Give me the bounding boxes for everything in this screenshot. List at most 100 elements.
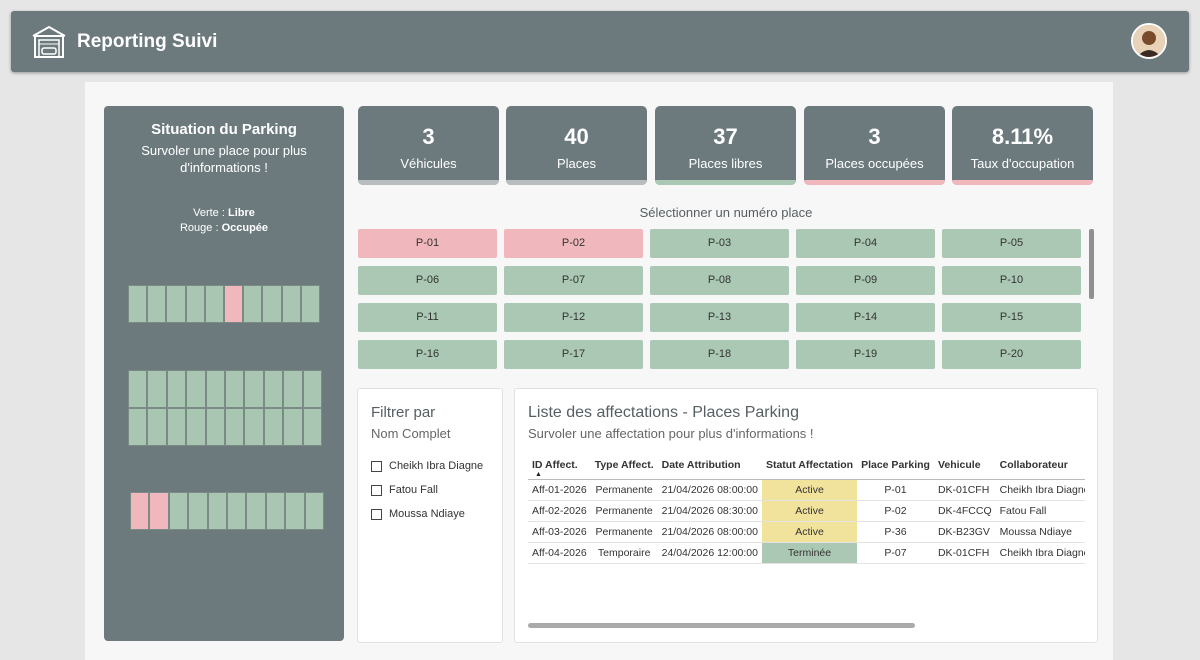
place-button[interactable]: P-17 xyxy=(504,340,643,369)
kpi-label: Taux d'occupation xyxy=(970,156,1075,171)
table-cell: 21/04/2026 08:00:00 xyxy=(657,521,762,543)
place-button[interactable]: P-18 xyxy=(650,340,789,369)
parking-slot[interactable] xyxy=(128,408,148,446)
parking-slot[interactable] xyxy=(166,370,187,408)
user-avatar[interactable] xyxy=(1131,23,1167,59)
parking-slot[interactable] xyxy=(246,492,266,530)
parking-slot[interactable] xyxy=(166,408,187,446)
column-header[interactable]: Place Parking xyxy=(857,455,934,480)
column-header[interactable]: Date Attribution xyxy=(657,455,762,480)
parking-slot[interactable] xyxy=(244,370,264,408)
table-cell: DK-01CFH xyxy=(933,479,996,501)
place-button[interactable]: P-16 xyxy=(358,340,497,369)
table-row[interactable]: Aff-04-2026 Temporaire 24/04/2026 12:00:00… xyxy=(528,542,1085,564)
place-button[interactable]: P-14 xyxy=(796,303,935,332)
table-cell: Active xyxy=(761,479,858,501)
assignments-title: Liste des affectations - Places Parking xyxy=(528,404,799,421)
parking-slot[interactable] xyxy=(226,492,247,530)
place-selector-scrollbar[interactable] xyxy=(1089,229,1094,299)
place-button[interactable]: P-08 xyxy=(650,266,789,295)
parking-slot[interactable] xyxy=(186,370,206,408)
place-button[interactable]: P-20 xyxy=(942,340,1081,369)
kpi-card: 8.11% Taux d'occupation xyxy=(952,106,1093,185)
place-button[interactable]: P-07 xyxy=(504,266,643,295)
parking-map-row xyxy=(128,408,322,446)
parking-slot[interactable] xyxy=(244,408,264,446)
table-horizontal-scrollbar[interactable] xyxy=(528,623,915,628)
parking-slot[interactable] xyxy=(204,285,224,323)
kpi-label: Places xyxy=(556,156,597,171)
place-button[interactable]: P-01 xyxy=(358,229,497,258)
checkbox[interactable] xyxy=(371,508,382,520)
place-button[interactable]: P-09 xyxy=(796,266,935,295)
filter-option[interactable]: Moussa Ndiaye xyxy=(371,508,465,520)
parking-slot[interactable] xyxy=(186,408,206,446)
place-button[interactable]: P-10 xyxy=(942,266,1081,295)
parking-slot[interactable] xyxy=(168,492,189,530)
parking-slot[interactable] xyxy=(188,492,208,530)
parking-slot[interactable] xyxy=(147,408,167,446)
checkbox[interactable] xyxy=(371,460,382,472)
checkbox[interactable] xyxy=(371,484,382,496)
parking-slot[interactable] xyxy=(130,492,150,530)
parking-slot[interactable] xyxy=(283,408,303,446)
place-button[interactable]: P-15 xyxy=(942,303,1081,332)
parking-slot[interactable] xyxy=(128,285,148,323)
parking-slot[interactable] xyxy=(265,492,286,530)
parking-slot[interactable] xyxy=(224,408,245,446)
place-button[interactable]: P-11 xyxy=(358,303,497,332)
place-button[interactable]: P-13 xyxy=(650,303,789,332)
parking-slot[interactable] xyxy=(205,408,225,446)
sort-ascending-icon[interactable]: ▲ xyxy=(535,471,542,478)
place-button[interactable]: P-19 xyxy=(796,340,935,369)
parking-map-row xyxy=(128,370,322,408)
column-header[interactable]: Collaborateur xyxy=(995,455,1085,480)
parking-slot[interactable] xyxy=(304,492,324,530)
column-header[interactable]: Vehicule xyxy=(933,455,996,480)
column-header[interactable]: Type Affect. xyxy=(590,455,658,480)
table-row[interactable]: Aff-01-2026 Permanente 21/04/2026 08:00:00… xyxy=(528,479,1085,501)
parking-slot[interactable] xyxy=(262,285,282,323)
filter-panel: Filtrer par Nom Complet Cheikh Ibra Diag… xyxy=(357,388,503,643)
parking-slot[interactable] xyxy=(263,370,284,408)
filter-option[interactable]: Cheikh Ibra Diagne xyxy=(371,460,483,472)
place-button[interactable]: P-02 xyxy=(504,229,643,258)
table-cell: Permanente xyxy=(590,521,658,543)
parking-slot[interactable] xyxy=(302,408,322,446)
parking-slot[interactable] xyxy=(166,285,186,323)
place-button[interactable]: P-04 xyxy=(796,229,935,258)
parking-slot[interactable] xyxy=(207,492,227,530)
parking-slot[interactable] xyxy=(223,285,244,323)
parking-slot[interactable] xyxy=(147,285,167,323)
place-button[interactable]: P-06 xyxy=(358,266,497,295)
parking-slot[interactable] xyxy=(205,370,225,408)
parking-situation-panel: Situation du Parking Survoler une place … xyxy=(104,106,344,641)
parking-slot[interactable] xyxy=(147,370,167,408)
parking-slot[interactable] xyxy=(285,492,305,530)
column-header[interactable]: Statut Affectation xyxy=(761,455,858,480)
legend-green-label: Verte : xyxy=(193,207,228,219)
parking-slot[interactable] xyxy=(243,285,263,323)
parking-map-row xyxy=(128,285,320,323)
table-cell: P-01 xyxy=(857,479,934,501)
parking-slot[interactable] xyxy=(300,285,320,323)
parking-slot[interactable] xyxy=(302,370,322,408)
parking-slot[interactable] xyxy=(185,285,205,323)
place-button[interactable]: P-12 xyxy=(504,303,643,332)
place-button[interactable]: P-05 xyxy=(942,229,1081,258)
parking-slot[interactable] xyxy=(281,285,301,323)
parking-slot[interactable] xyxy=(224,370,245,408)
kpi-value: 3 xyxy=(422,124,435,149)
filter-option[interactable]: Fatou Fall xyxy=(371,484,438,496)
parking-slot[interactable] xyxy=(128,370,148,408)
table-cell: Aff-01-2026 xyxy=(528,479,591,501)
parking-slot[interactable] xyxy=(263,408,284,446)
parking-slot[interactable] xyxy=(149,492,169,530)
place-button[interactable]: P-03 xyxy=(650,229,789,258)
table-row[interactable]: Aff-03-2026 Permanente 21/04/2026 08:00:00… xyxy=(528,521,1085,543)
assignments-table-wrapper: ID Affect. Type Affect. Date Attribution St… xyxy=(528,455,1085,564)
parking-slot[interactable] xyxy=(283,370,303,408)
column-header[interactable]: ID Affect. xyxy=(528,455,591,480)
table-cell: DK-B23GV xyxy=(933,521,996,543)
table-row[interactable]: Aff-02-2026 Permanente 21/04/2026 08:30:00… xyxy=(528,500,1085,522)
